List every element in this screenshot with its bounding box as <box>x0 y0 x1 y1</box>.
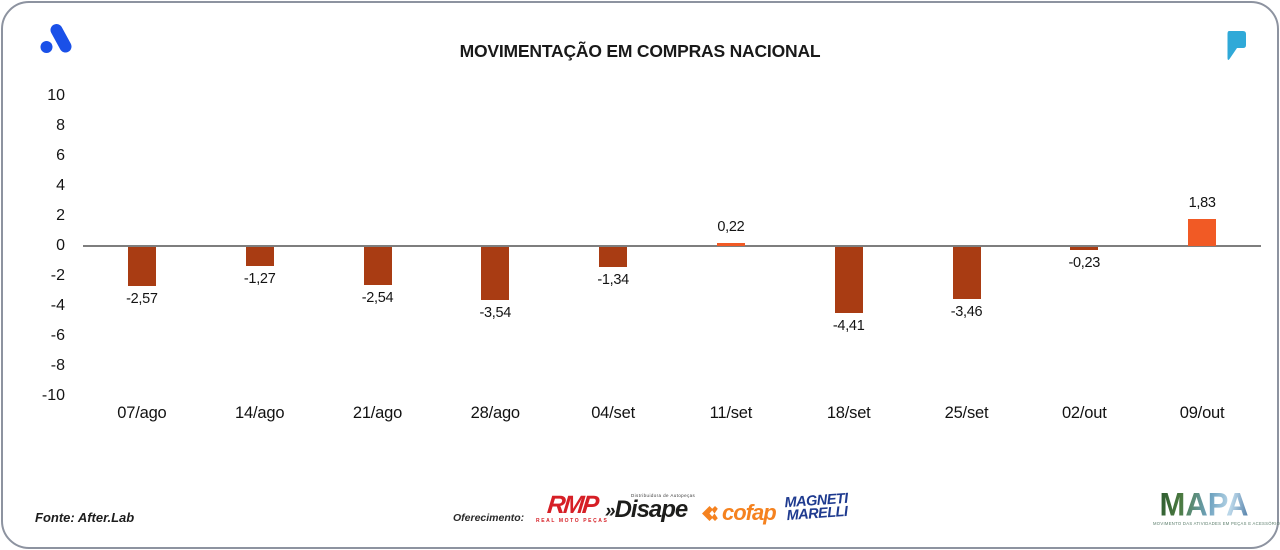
y-tick-label: -10 <box>41 387 65 404</box>
x-tick-label: 14/ago <box>235 404 285 422</box>
bar <box>245 247 274 267</box>
y-tick-label: 2 <box>56 207 65 224</box>
bar <box>599 247 628 268</box>
x-tick-label: 18/set <box>826 404 871 422</box>
bar <box>1188 218 1217 246</box>
rmp-logo-text: RMP <box>545 491 599 519</box>
rmp-logo-subtitle: REAL MOTO PEÇAS <box>536 518 609 524</box>
bar <box>363 247 392 286</box>
x-axis-zero-line <box>83 245 1261 247</box>
disape-logo-text: »Disape <box>605 496 688 523</box>
cofap-logo-text: cofap <box>722 500 777 525</box>
bar <box>834 247 863 314</box>
x-tick-label: 09/out <box>1179 404 1225 422</box>
x-tick-label: 21/ago <box>352 404 403 422</box>
cofap-logo: cofap <box>701 500 777 526</box>
bar <box>481 247 510 301</box>
bar-value-label: -1,27 <box>243 271 276 288</box>
x-tick-label: 11/set <box>709 404 753 422</box>
y-tick-label: -2 <box>50 267 65 284</box>
bar-value-label: 1,83 <box>1188 194 1216 211</box>
mapa-logo-text: MAPA <box>1153 488 1255 521</box>
bar-value-label: -4,41 <box>832 318 865 335</box>
x-tick-label: 28/ago <box>470 404 520 422</box>
bar <box>127 247 156 286</box>
mapa-logo: MAPA MOVIMENTO DAS ATIVIDADES EM PEÇAS E… <box>1153 488 1280 526</box>
afterlab-brand-icon <box>40 24 72 53</box>
bar-value-label: -2,54 <box>361 290 394 307</box>
y-tick-label: 10 <box>47 87 65 104</box>
bar-value-label: -2,57 <box>126 290 158 307</box>
bar-value-label: 0,22 <box>717 218 745 235</box>
chart-title: MOVIMENTAÇÃO EM COMPRAS NACIONAL <box>459 41 821 61</box>
rmp-logo: RMP REAL MOTO PEÇAS <box>536 491 609 524</box>
x-tick-label: 02/out <box>1061 404 1107 422</box>
disape-chevrons: » <box>605 501 616 522</box>
magneti-line2: MARELLI <box>786 503 849 525</box>
mapa-logo-tagline: MOVIMENTO DAS ATIVIDADES EM PEÇAS E ACES… <box>1153 521 1280 526</box>
bar <box>1070 247 1099 251</box>
bar-value-label: -3,54 <box>479 305 512 322</box>
y-tick-label: -6 <box>50 327 65 344</box>
bar-value-label: -1,34 <box>597 272 629 289</box>
x-tick-label: 04/set <box>591 404 635 422</box>
x-tick-label: 25/set <box>944 404 989 422</box>
y-tick-label: 8 <box>56 117 65 134</box>
disape-logo: Distribuidora de Autopeças »Disape <box>605 493 695 523</box>
y-tick-label: -4 <box>50 297 65 314</box>
bar-value-label: -0,23 <box>1068 255 1101 272</box>
bar <box>952 247 981 299</box>
sponsor-label: Oferecimento: <box>453 512 525 524</box>
quote-mark-icon <box>1227 31 1246 60</box>
source-note: Fonte: After.Lab <box>35 510 135 525</box>
cofap-emblem-icon <box>702 505 718 521</box>
y-tick-label: 6 <box>56 147 65 164</box>
x-tick-label: 07/ago <box>117 404 167 422</box>
bar-value-label: -3,46 <box>950 303 983 320</box>
bar <box>716 242 745 246</box>
y-tick-label: 4 <box>56 177 65 194</box>
magneti-marelli-logo: MAGNETI MARELLI <box>784 491 849 525</box>
y-tick-label: -8 <box>50 357 65 374</box>
disape-logo-subtitle: Distribuidora de Autopeças <box>631 493 696 498</box>
y-tick-label: 0 <box>56 237 65 254</box>
